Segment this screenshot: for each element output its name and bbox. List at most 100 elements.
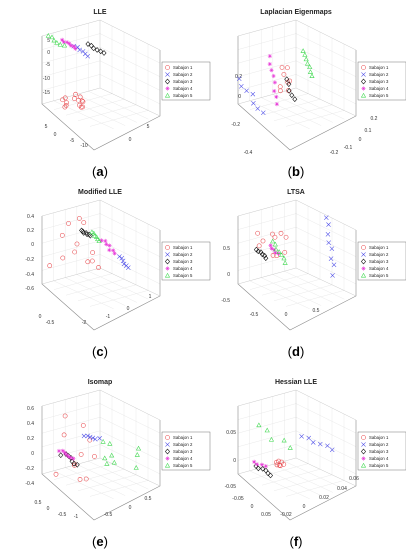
legend-entry: Sabajon 4 [369, 266, 389, 271]
legend-marker [165, 448, 170, 455]
data-point [236, 76, 242, 82]
data-point [287, 445, 293, 450]
data-point [78, 452, 84, 457]
data-point [256, 422, 262, 428]
data-point [107, 440, 113, 446]
tick-label: 0 [31, 242, 34, 248]
data-point [54, 40, 60, 45]
grid-line [65, 399, 126, 496]
data-point [270, 238, 276, 244]
tick-label: -0.1 [344, 145, 353, 151]
legend-entry: Sabajon 2 [369, 72, 389, 77]
data-point [58, 452, 64, 459]
data-point [73, 91, 78, 97]
data-point [252, 459, 257, 464]
tick-label: 0 [54, 132, 57, 138]
data-point [117, 254, 122, 259]
tick-label: -15 [43, 90, 50, 96]
series-4 [252, 459, 268, 469]
tick-label: 0.5 [35, 500, 42, 506]
legend-marker [360, 462, 367, 468]
series-5 [89, 229, 102, 243]
legend-entry: Sabajon 5 [369, 463, 389, 468]
grid-line [249, 32, 310, 129]
data-point [47, 263, 53, 269]
data-point [267, 54, 272, 59]
tick-label: 0 [303, 504, 306, 510]
tick-label: -0.6 [25, 286, 34, 292]
legend: Sabajon 1 Sabajon 2 Sabajon 3 Sabajon 4 Saba… [357, 241, 406, 281]
data-point [68, 455, 73, 460]
legend-box [161, 61, 211, 101]
data-point [329, 447, 335, 453]
data-point [60, 37, 65, 42]
data-point [326, 222, 331, 227]
data-point [68, 43, 74, 48]
legend-marker [360, 272, 367, 278]
data-point [268, 243, 273, 248]
legend-entry: Sabajon 3 [369, 449, 389, 454]
series-2 [299, 434, 335, 453]
data-point [133, 465, 139, 470]
data-point [278, 252, 285, 258]
legend-entry: Sabajon 4 [173, 86, 193, 91]
data-point [96, 265, 101, 270]
tick-label: 0.4 [27, 421, 34, 427]
data-point [96, 238, 102, 243]
legend-entry: Sabajon 3 [173, 449, 193, 454]
data-point [64, 40, 70, 45]
legend-marker [361, 78, 366, 85]
series-2 [236, 76, 266, 116]
data-point [256, 243, 262, 249]
grid-line [41, 430, 161, 461]
legend-marker [164, 272, 171, 278]
series-3 [284, 76, 298, 103]
grid-line [237, 60, 357, 91]
legend-entry: Sabajon 4 [173, 266, 193, 271]
series-4 [60, 37, 78, 51]
tick-label: 0.04 [337, 486, 347, 492]
data-point [264, 427, 270, 433]
data-point [80, 423, 86, 428]
panel-label: (d) [288, 344, 305, 359]
series-3 [253, 463, 273, 479]
legend-marker [165, 258, 170, 265]
tick-label: 0 [127, 306, 130, 312]
tick-label: -5 [46, 62, 51, 68]
tick-label: 0.6 [27, 406, 34, 412]
data-point [102, 455, 108, 461]
data-point [331, 262, 337, 268]
data-point [71, 460, 77, 467]
data-point [307, 69, 314, 74]
grid-line [41, 33, 161, 64]
panel-title: Hessian LLE [275, 379, 317, 386]
data-point [307, 64, 313, 69]
tick-label: 0 [47, 506, 50, 512]
data-point [60, 448, 65, 453]
data-point [51, 37, 57, 43]
series-5 [256, 422, 293, 450]
legend-marker [361, 72, 366, 77]
tick-label: 0.1 [365, 128, 372, 134]
data-point [250, 91, 256, 97]
data-point [119, 255, 125, 261]
grid-line [237, 444, 357, 475]
data-point [85, 53, 91, 59]
data-point [284, 65, 290, 71]
legend: Sabajon 1 Sabajon 2 Sabajon 3 Sabajon 4 Saba… [161, 431, 211, 471]
legend-entry: Sabajon 1 [369, 435, 389, 440]
legend-marker [360, 92, 367, 98]
data-point [85, 433, 90, 439]
data-point [244, 88, 249, 94]
legend-marker [361, 266, 366, 271]
data-point [99, 238, 104, 243]
data-point [306, 435, 312, 441]
data-point [64, 452, 69, 457]
data-point [77, 102, 82, 108]
data-point [71, 456, 76, 461]
tick-label: 0 [129, 137, 132, 143]
grid-line [41, 46, 161, 77]
